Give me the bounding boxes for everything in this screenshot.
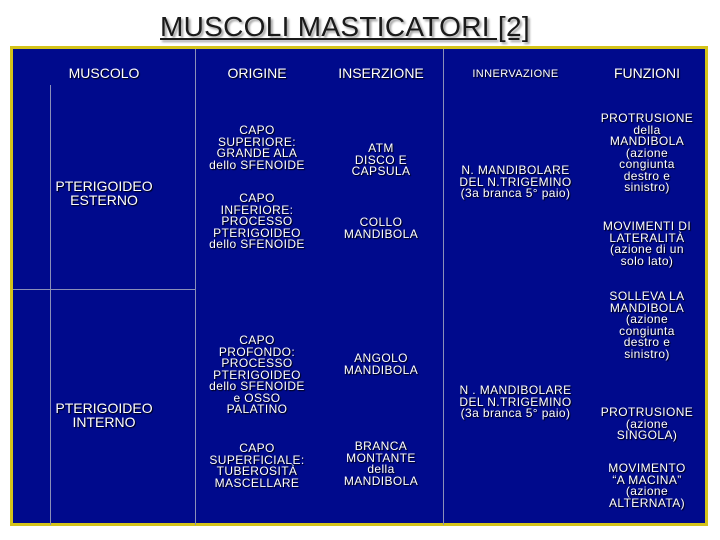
text-line: N . MANDIBOLARE [459, 383, 572, 397]
text-line: DEL N.TRIGEMINO [459, 394, 572, 409]
text-line: DISCO E [354, 152, 408, 167]
text-line: sinistro) [624, 346, 670, 361]
text-line: INFERIORE: [220, 202, 294, 217]
text-line: dello SFENOIDE [209, 237, 305, 251]
function-solleva: SOLLEVA LA MANDIBOLA (azione congiunta d… [588, 289, 706, 361]
text-line: TUBEROSITÀ [216, 464, 298, 478]
text-line: MOVIMENTI DI [602, 219, 692, 233]
text-line: destro e [623, 168, 671, 183]
text-line: PROTRUSIONE [600, 111, 694, 125]
insertion-angolo: ANGOLO MANDIBOLA [319, 351, 443, 377]
text-line: LATERALITÀ [609, 230, 685, 245]
text-line: dello SFENOIDE [209, 379, 305, 393]
text-line: PROFONDO: [218, 344, 296, 359]
text-line: CAPO [239, 191, 275, 205]
text-line: MASCELLARE [214, 475, 300, 490]
innervation-esterno: N. MANDIBOLARE DEL N.TRIGEMINO (3a branc… [443, 163, 588, 200]
text-line: CAPO [239, 333, 275, 347]
text-line: COLLO [359, 215, 403, 229]
text-line: ANGOLO [354, 351, 408, 365]
text-line: SUPERFICIALE: [209, 452, 305, 467]
function-protrusione-singola: PROTRUSIONE (azione SINGOLA) [588, 405, 706, 442]
header-muscolo: MUSCOLO [68, 65, 140, 81]
function-macina: MOVIMENTO “A MACINA” (azione ALTERNATA) [588, 461, 706, 510]
text-line: e OSSO [233, 390, 281, 405]
origin-capo-profondo: CAPO PROFONDO: PROCESSO PTERIGOIDEO dell… [195, 333, 319, 416]
text-line: dello SFENOIDE [209, 157, 305, 172]
insertion-collo: COLLO MANDIBOLA [319, 215, 443, 241]
muscle-name-line: ESTERNO [70, 192, 138, 208]
text-line: PROCESSO [221, 214, 293, 228]
text-line: destro e [623, 335, 671, 349]
text-line: (azione di un [610, 242, 684, 256]
origin-capo-inferiore: CAPO INFERIORE: PROCESSO PTERIGOIDEO del… [195, 191, 319, 251]
muscle-name-line: PTERIGOIDEO [55, 400, 153, 416]
grid-line [13, 289, 195, 290]
text-line: (azione [625, 484, 669, 498]
text-line: CAPSULA [351, 164, 411, 178]
text-line: CAPO [239, 441, 275, 455]
text-line: MANDIBOLA [343, 226, 419, 241]
text-line: solo lato) [620, 253, 674, 268]
text-line: MANDIBOLA [343, 362, 419, 377]
text-line: PTERIGOIDEO [213, 225, 301, 240]
text-line: (azione [625, 145, 669, 160]
insertion-branca: BRANCA MONTANTE della MANDIBOLA [319, 439, 443, 488]
muscle-name-line: INTERNO [72, 414, 136, 430]
text-line: PROCESSO [221, 356, 293, 370]
insertion-atm: ATM DISCO E CAPSULA [319, 141, 443, 178]
text-line: BRANCA [354, 439, 408, 453]
text-line: congiunta [619, 323, 675, 338]
muscle-table: MUSCOLO ORIGINE INSERZIONE INNERVAZIONE … [10, 46, 708, 526]
text-line: (azione [625, 416, 669, 431]
text-line: ATM [368, 141, 394, 155]
text-line: MOVIMENTO [608, 461, 686, 475]
text-line: ALTERNATA) [608, 495, 685, 510]
text-line: DEL N.TRIGEMINO [459, 174, 572, 189]
text-line: della [367, 462, 395, 476]
header-origine: ORIGINE [227, 65, 287, 81]
muscle-name-line: PTERIGOIDEO [55, 178, 153, 194]
innervation-interno: N . MANDIBOLARE DEL N.TRIGEMINO (3a bran… [443, 383, 588, 420]
header-innervazione: INNERVAZIONE [472, 68, 559, 80]
muscle-name-interno: PTERIGOIDEO INTERNO [33, 401, 175, 429]
function-lateralita: MOVIMENTI DI LATERALITÀ (azione di un so… [588, 219, 706, 268]
origin-capo-superficiale: CAPO SUPERFICIALE: TUBEROSITÀ MASCELLARE [195, 441, 319, 490]
text-line: CAPO [239, 123, 275, 137]
header-inserzione: INSERZIONE [338, 65, 424, 81]
text-line: PTERIGOIDEO [213, 367, 301, 382]
text-line: (azione [625, 312, 669, 326]
grid-line [195, 49, 196, 525]
slide-title: MUSCOLI MASTICATORI [2] [160, 11, 530, 42]
text-line: MANDIBOLA [609, 300, 685, 315]
muscle-name-esterno: PTERIGOIDEO ESTERNO [33, 179, 175, 207]
text-line: della [633, 122, 661, 137]
function-protrusione: PROTRUSIONE della MANDIBOLA (azione cong… [588, 111, 706, 194]
text-line: “A MACINA” [612, 472, 682, 487]
grid-line [443, 49, 444, 525]
text-line: (3a branca 5° paio) [460, 406, 571, 420]
header-funzioni: FUNZIONI [613, 65, 681, 81]
text-line: sinistro) [624, 180, 670, 194]
text-line: MANDIBOLA [609, 134, 685, 148]
text-line: SUPERIORE: [217, 134, 296, 149]
text-line: SINGOLA) [616, 428, 678, 442]
text-line: congiunta [619, 157, 675, 171]
text-line: PROTRUSIONE [600, 405, 694, 419]
grid-line [50, 85, 51, 525]
text-line: SOLLEVA LA [609, 289, 685, 303]
text-line: PALATINO [226, 402, 288, 416]
text-line: (3a branca 5° paio) [460, 186, 571, 200]
text-line: N. MANDIBOLARE [461, 163, 570, 177]
text-line: MONTANTE [346, 450, 416, 465]
origin-capo-superiore: CAPO SUPERIORE: GRANDE ALA dello SFENOID… [195, 123, 319, 172]
text-line: GRANDE ALA [216, 146, 298, 160]
text-line: MANDIBOLA [343, 473, 419, 488]
